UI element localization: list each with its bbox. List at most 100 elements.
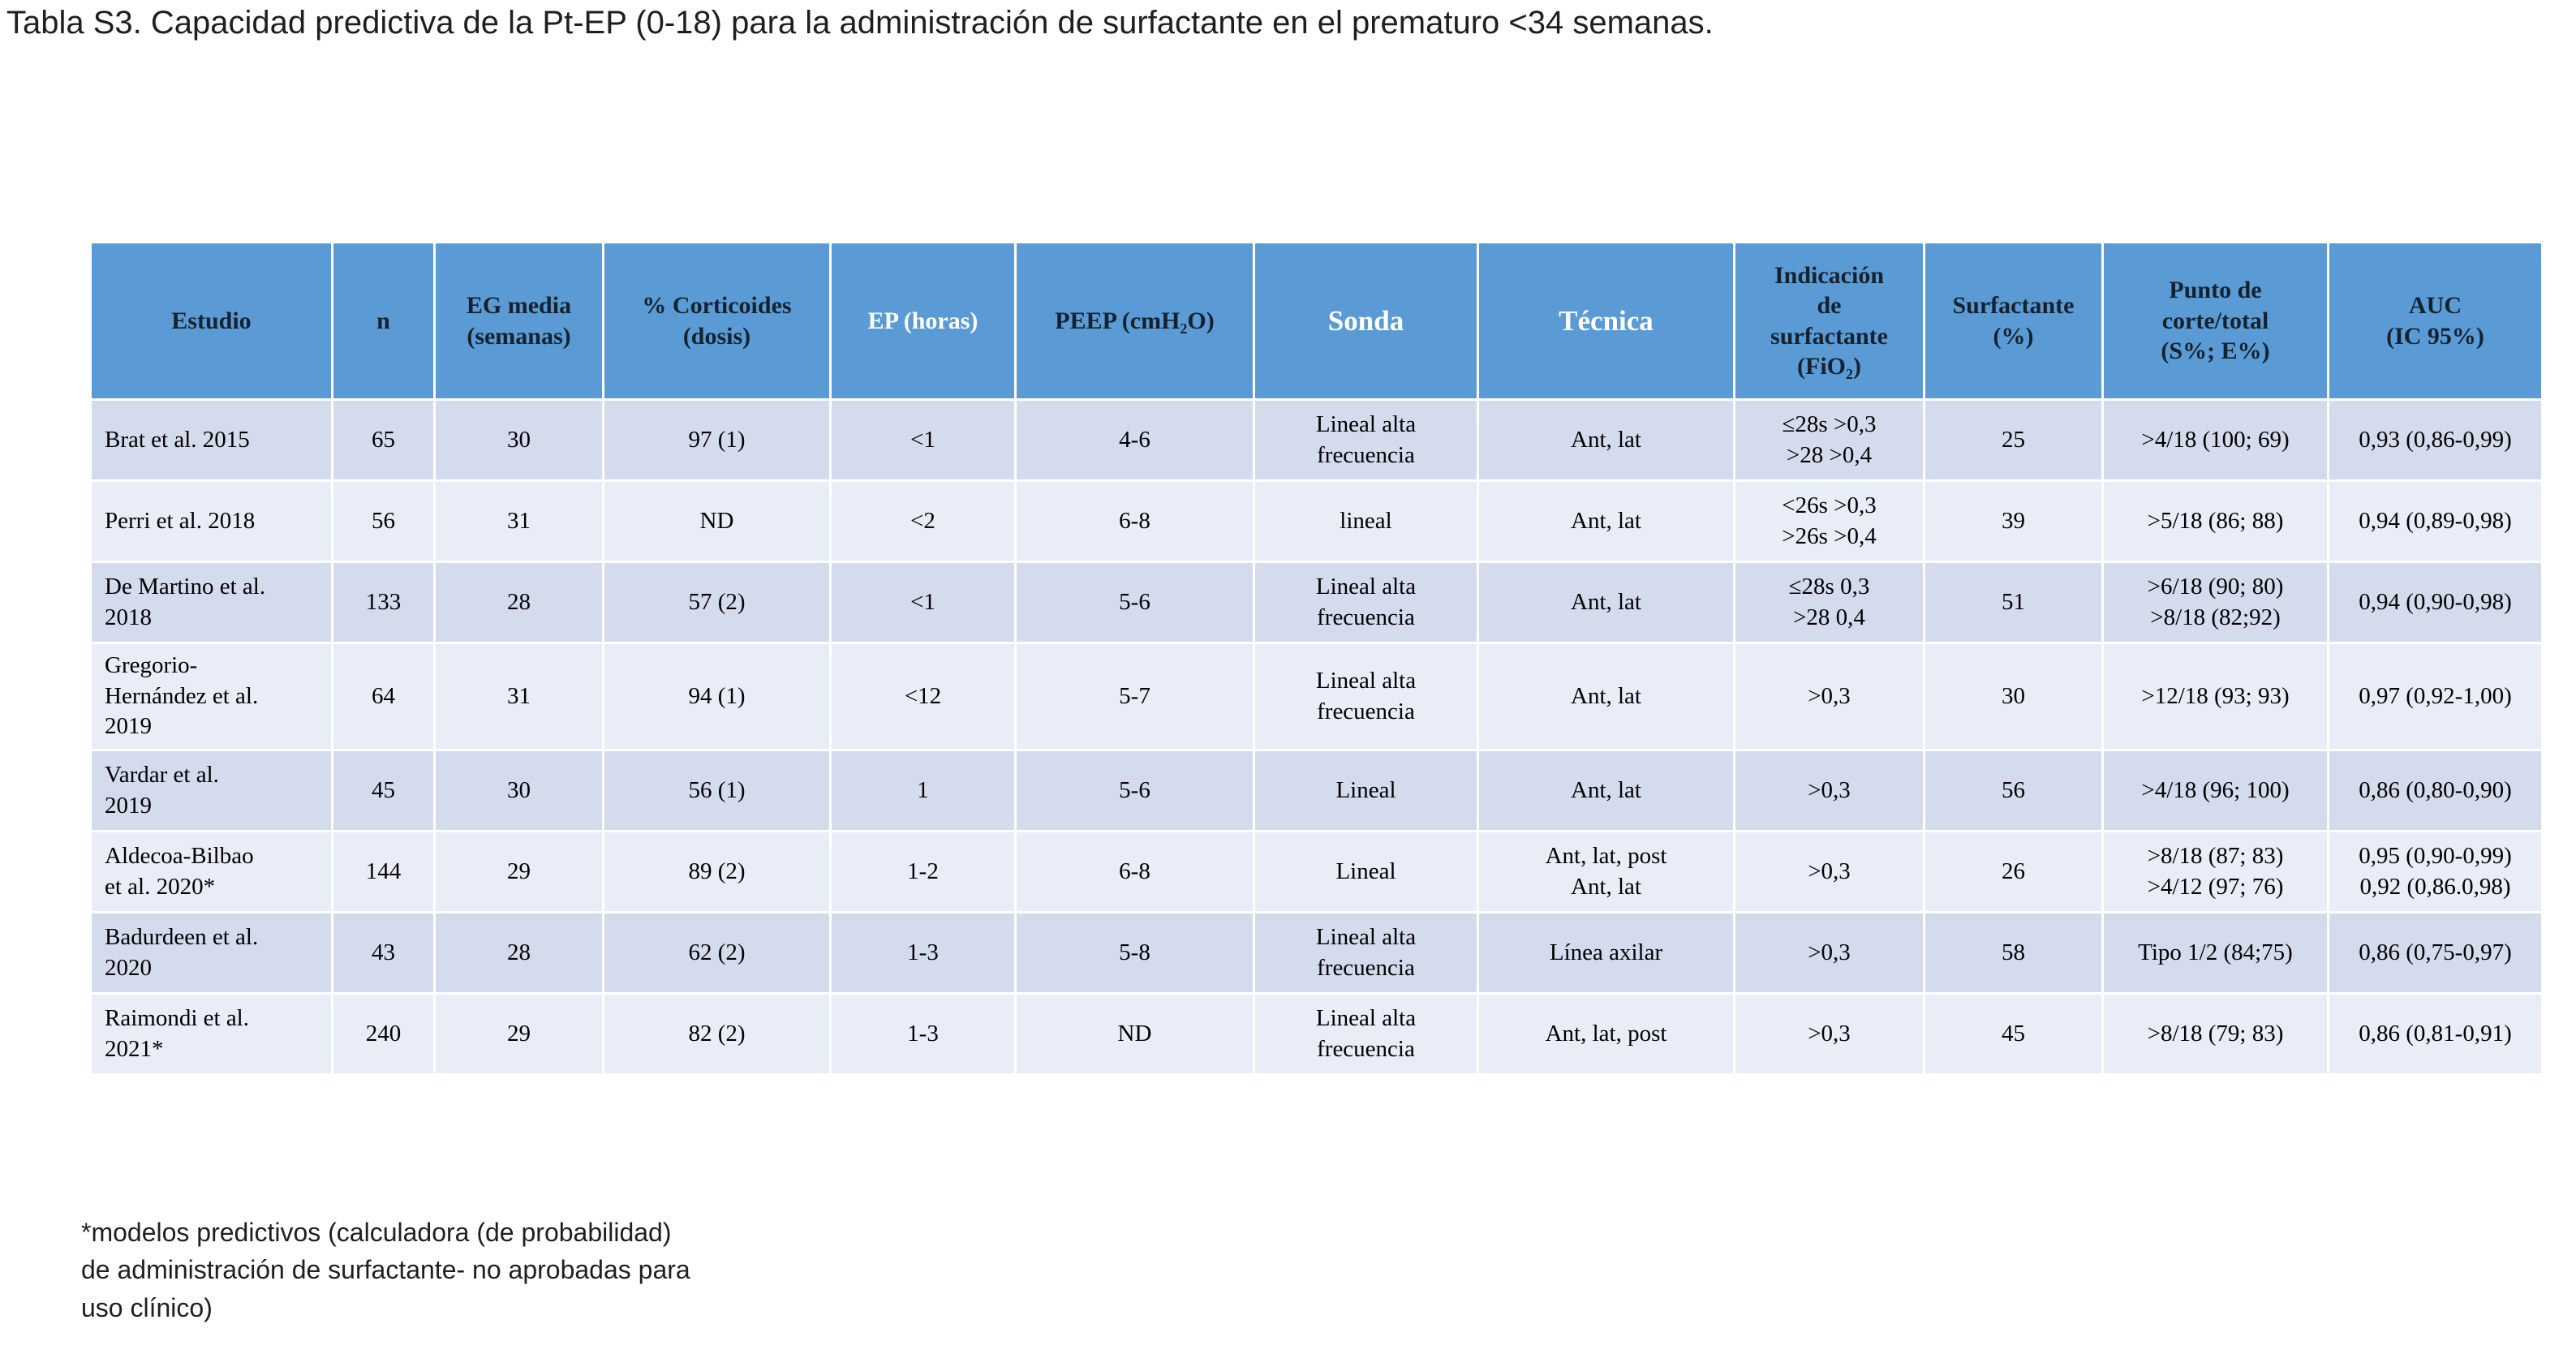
table-cell: 0,86 (0,75-0,97) [2327, 911, 2544, 995]
table-cell: <2 [829, 479, 1017, 563]
table-cell: 39 [1923, 479, 2104, 563]
table-row: Badurdeen et al. 2020 43 28 62 (2) 1-3 5-8 Lin… [89, 911, 2544, 995]
table-cell: 82 (2) [602, 992, 832, 1077]
table-cell: 65 [331, 398, 436, 482]
table-cell: 31 [433, 479, 604, 563]
table-cell: >0,3 [1733, 911, 1925, 995]
column-header: n [331, 241, 436, 401]
table-cell: 144 [331, 830, 436, 914]
table-cell: 56 [331, 479, 436, 563]
column-header: Indicación de surfactante (FiO₂) [1733, 241, 1925, 401]
table-cell: ND [1014, 992, 1255, 1077]
table-cell: 64 [331, 641, 436, 752]
table-cell: <26s >0,3 >26s >0,4 [1733, 479, 1925, 563]
table-cell: 30 [1923, 641, 2104, 752]
study-cell: Raimondi et al. 2021* [89, 992, 333, 1077]
table-cell: 62 (2) [602, 911, 832, 995]
table-cell: 28 [433, 911, 604, 995]
table-cell: 30 [433, 749, 604, 833]
study-cell: Badurdeen et al. 2020 [89, 911, 333, 995]
study-cell: Brat et al. 2015 [89, 398, 333, 482]
table-cell: ≤28s >0,3 >28 >0,4 [1733, 398, 1925, 482]
table-cell: 1-3 [829, 992, 1017, 1077]
table-cell: 0,95 (0,90-0,99) 0,92 (0,86.0,98) [2327, 830, 2544, 914]
table-cell: 0,97 (0,92-1,00) [2327, 641, 2544, 752]
table-row: Aldecoa-Bilbao et al. 2020* 144 29 89 (2) 1-… [89, 830, 2544, 914]
table-cell: <1 [829, 398, 1017, 482]
table-cell: Lineal alta frecuencia [1253, 398, 1479, 482]
table-cell: 1-3 [829, 911, 1017, 995]
table-cell: 0,93 (0,86-0,99) [2327, 398, 2544, 482]
table-cell: 4-6 [1014, 398, 1255, 482]
table-cell: 1-2 [829, 830, 1017, 914]
table-cell: 6-8 [1014, 479, 1255, 563]
table-cell: 45 [331, 749, 436, 833]
column-header: Surfactante (%) [1923, 241, 2104, 401]
table-cell: Ant, lat [1477, 398, 1735, 482]
table-cell: 28 [433, 561, 604, 644]
table-cell: 57 (2) [602, 561, 832, 644]
table-cell: 56 [1923, 749, 2104, 833]
table-body: Brat et al. 2015 65 30 97 (1) <1 4-6 Lineal al… [89, 398, 2544, 1077]
table-cell: Lineal alta frecuencia [1253, 992, 1479, 1077]
table-cell: 58 [1923, 911, 2104, 995]
column-header: Estudio [89, 241, 333, 401]
table-cell: 30 [433, 398, 604, 482]
table-cell: >0,3 [1733, 749, 1925, 833]
column-header: Técnica [1477, 241, 1735, 401]
table-cell: >0,3 [1733, 830, 1925, 914]
study-cell: Gregorio- Hernández et al. 2019 [89, 641, 333, 752]
study-cell: Perri et al. 2018 [89, 479, 333, 563]
table-cell: Ant, lat [1477, 641, 1735, 752]
table-cell: Ant, lat, post Ant, lat [1477, 830, 1735, 914]
table-cell: Lineal [1253, 830, 1479, 914]
table-cell: >12/18 (93; 93) [2101, 641, 2329, 752]
table-row: De Martino et al. 2018 133 28 57 (2) <1 5-6 Li… [89, 561, 2544, 644]
table-cell: >0,3 [1733, 641, 1925, 752]
table-cell: 51 [1923, 561, 2104, 644]
table-cell: ≤28s 0,3 >28 0,4 [1733, 561, 1925, 644]
table-cell: 29 [433, 830, 604, 914]
column-header: Sonda [1253, 241, 1479, 401]
table-cell: Línea axilar [1477, 911, 1735, 995]
column-header: PEEP (cmH₂O) [1014, 241, 1255, 401]
table-cell: Ant, lat [1477, 479, 1735, 563]
page-title: Tabla S3. Capacidad predictiva de la Pt-… [6, 5, 1714, 41]
results-table: Estudio n EG media (semanas)% Corticoides … [89, 241, 2544, 1077]
table-row: Gregorio- Hernández et al. 2019 64 31 94 (1… [89, 641, 2544, 752]
table-cell: Ant, lat [1477, 561, 1735, 644]
table-row: Brat et al. 2015 65 30 97 (1) <1 4-6 Lineal al… [89, 398, 2544, 482]
table-cell: ND [602, 479, 832, 563]
table-cell: >8/18 (87; 83) >4/12 (97; 76) [2101, 830, 2329, 914]
table-row: Raimondi et al. 2021* 240 29 82 (2) 1-3 ND Lin… [89, 992, 2544, 1077]
study-cell: De Martino et al. 2018 [89, 561, 333, 644]
table-cell: lineal [1253, 479, 1479, 563]
table-cell: Lineal alta frecuencia [1253, 561, 1479, 644]
table-cell: 31 [433, 641, 604, 752]
table-cell: 26 [1923, 830, 2104, 914]
table-cell: 1 [829, 749, 1017, 833]
table-cell: 5-7 [1014, 641, 1255, 752]
footnote: *modelos predictivos (calculadora (de pr… [81, 1218, 690, 1322]
table-cell: 89 (2) [602, 830, 832, 914]
table-cell: <1 [829, 561, 1017, 644]
study-cell: Vardar et al. 2019 [89, 749, 333, 833]
table-cell: 5-6 [1014, 749, 1255, 833]
table-cell: >8/18 (79; 83) [2101, 992, 2329, 1077]
table-cell: >4/18 (96; 100) [2101, 749, 2329, 833]
table-cell: 29 [433, 992, 604, 1077]
table-cell: 0,86 (0,81-0,91) [2327, 992, 2544, 1077]
table-cell: Lineal alta frecuencia [1253, 641, 1479, 752]
column-header: EP (horas) [829, 241, 1017, 401]
table-cell: 0,94 (0,90-0,98) [2327, 561, 2544, 644]
table-cell: 94 (1) [602, 641, 832, 752]
table-cell: >5/18 (86; 88) [2101, 479, 2329, 563]
table-cell: 56 (1) [602, 749, 832, 833]
table-cell: >6/18 (90; 80) >8/18 (82;92) [2101, 561, 2329, 644]
table-cell: 97 (1) [602, 398, 832, 482]
column-header: AUC (IC 95%) [2327, 241, 2544, 401]
table-cell: 5-6 [1014, 561, 1255, 644]
table-cell: Tipo 1/2 (84;75) [2101, 911, 2329, 995]
table-header: Estudio n EG media (semanas)% Corticoides … [89, 241, 2544, 401]
